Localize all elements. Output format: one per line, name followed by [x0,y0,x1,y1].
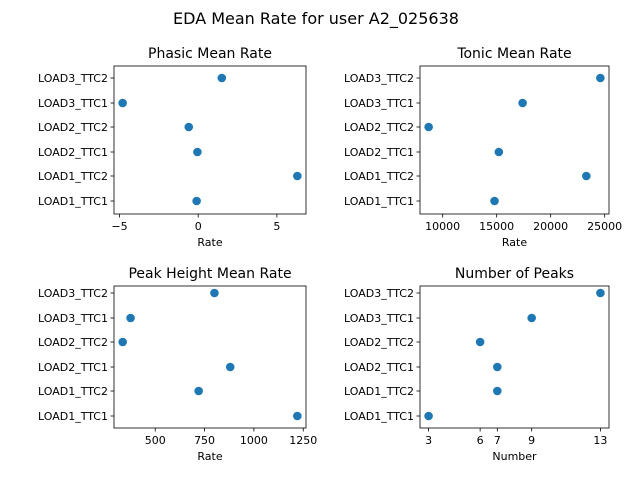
y-tick-label: LOAD1_TTC1 [38,410,108,423]
panel-phasic-mean-rate: Phasic Mean Rate LOAD1_TTC1 LOAD1_TTC2 LOAD… [38,46,307,249]
y-tick-label: LOAD3_TTC2 [38,72,108,85]
data-point [518,98,527,108]
data-point [118,337,127,347]
y-tick-label: LOAD1_TTC1 [38,195,108,208]
x-tick-label: 1000 [240,434,268,447]
y-tick-label: LOAD2_TTC2 [38,121,108,134]
panel-peak-height-mean-rate: Peak Height Mean Rate LOAD1_TTC1 LOAD1_TTC… [38,266,317,463]
data-point [126,313,135,323]
y-tick-label: LOAD2_TTC1 [38,146,108,159]
plot-frame [419,65,610,215]
data-point [493,386,502,396]
data-point [424,122,433,132]
panel-title: Peak Height Mean Rate [128,266,291,282]
data-point [293,411,302,421]
y-tick-label: LOAD3_TTC2 [38,287,108,300]
y-tick-label: LOAD2_TTC2 [344,121,414,134]
plot-frame [113,285,307,429]
data-point [493,362,502,372]
x-axis-label: Rate [502,236,527,249]
y-tick-label: LOAD3_TTC1 [344,97,414,110]
data-point [193,147,202,157]
data-point [596,288,605,298]
data-point [475,337,485,347]
data-point [192,196,201,206]
y-tick-label: LOAD3_TTC2 [344,72,414,85]
x-axis-label: Rate [197,236,222,249]
x-tick-label: 0 [195,220,202,233]
x-tick-label: −5 [111,220,127,233]
x-tick-label: 750 [194,434,215,447]
plot-frame [113,65,307,215]
y-tick-label: LOAD1_TTC1 [344,410,414,423]
data-point [293,171,302,181]
data-point [424,411,433,421]
y-tick-label: LOAD3_TTC2 [344,287,414,300]
x-tick-label: 3 [425,434,432,447]
data-point [118,98,127,108]
data-point [596,73,605,83]
data-point [217,73,227,83]
y-tick-label: LOAD2_TTC2 [38,336,108,349]
x-tick-label: 13 [593,434,607,447]
panel-title: Phasic Mean Rate [148,46,272,62]
y-tick-label: LOAD3_TTC1 [38,312,108,325]
x-tick-label: 15000 [479,220,514,233]
x-tick-label: 20000 [533,220,568,233]
x-tick-label: 500 [145,434,166,447]
y-tick-label: LOAD1_TTC2 [38,170,108,183]
x-axis-label: Rate [197,450,222,463]
x-axis-label: Number [492,450,537,463]
y-tick-label: LOAD1_TTC1 [344,195,414,208]
y-tick-label: LOAD1_TTC2 [344,385,414,398]
data-point [194,386,203,396]
data-point [582,171,591,181]
x-tick-label: 10000 [425,220,460,233]
y-tick-label: LOAD3_TTC1 [38,97,108,110]
y-tick-label: LOAD3_TTC1 [344,312,414,325]
x-tick-label: 1250 [289,434,317,447]
panel-tonic-mean-rate: Tonic Mean Rate LOAD1_TTC1 LOAD1_TTC2 LOAD2… [344,46,622,249]
panel-title: Tonic Mean Rate [456,46,571,62]
panel-number-of-peaks: Number of Peaks LOAD1_TTC1 LOAD1_TTC2 LOAD2… [344,266,610,463]
y-tick-label: LOAD2_TTC1 [344,146,414,159]
x-tick-label: 25000 [587,220,622,233]
data-point [210,288,219,298]
data-point [490,196,499,206]
x-tick-label: 6 [477,434,484,447]
data-point [527,313,536,323]
x-tick-label: 7 [494,434,501,447]
y-tick-label: LOAD1_TTC2 [38,385,108,398]
data-point [225,362,235,372]
x-tick-label: 5 [273,220,280,233]
data-point [494,147,504,157]
figure-title: EDA Mean Rate for user A2_025638 [173,9,459,29]
panel-title: Number of Peaks [455,266,574,282]
y-tick-label: LOAD2_TTC1 [38,361,108,374]
x-tick-label: 9 [528,434,535,447]
data-point [184,122,194,132]
plot-frame [419,285,610,429]
y-tick-label: LOAD1_TTC2 [344,170,414,183]
y-tick-label: LOAD2_TTC1 [344,361,414,374]
y-tick-label: LOAD2_TTC2 [344,336,414,349]
